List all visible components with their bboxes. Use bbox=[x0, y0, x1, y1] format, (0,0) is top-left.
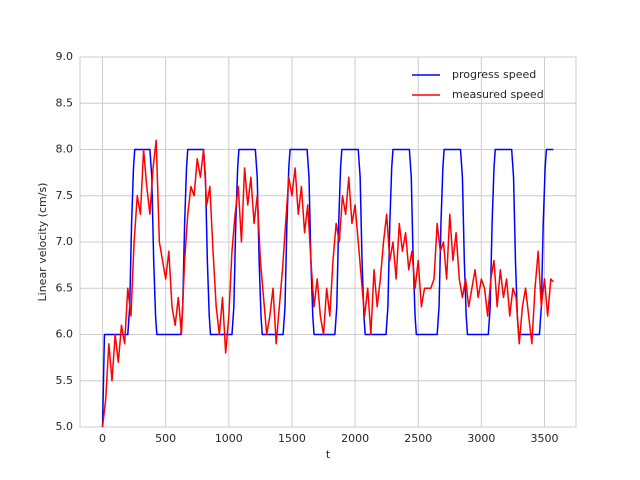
x-axis-label: t bbox=[326, 448, 331, 461]
legend-label: measured speed bbox=[452, 88, 544, 101]
plot-frame bbox=[79, 56, 577, 428]
x-tick-label: 0 bbox=[99, 432, 106, 445]
y-tick-label: 5.5 bbox=[56, 374, 74, 387]
x-tick-label: 500 bbox=[155, 432, 176, 445]
x-tick-label: 3000 bbox=[467, 432, 495, 445]
y-tick-label: 8.5 bbox=[56, 96, 74, 109]
y-tick-label: 9.0 bbox=[56, 50, 74, 63]
data-line bbox=[101, 148, 554, 428]
x-tick-label: 1500 bbox=[278, 432, 306, 445]
x-tick-label: 2500 bbox=[404, 432, 432, 445]
y-axis-label: Linear velocity (cm/s) bbox=[36, 183, 49, 302]
y-tick-label: 6.0 bbox=[56, 328, 74, 341]
y-tick-label: 7.0 bbox=[56, 235, 74, 248]
legend-label: progress speed bbox=[452, 68, 536, 81]
legend: progress speed measured speed bbox=[412, 68, 544, 101]
data-line bbox=[101, 139, 554, 428]
y-tick-label: 6.5 bbox=[56, 281, 74, 294]
y-tick-label: 7.5 bbox=[56, 189, 74, 202]
x-tick-label: 1000 bbox=[215, 432, 243, 445]
y-tick-label: 5.0 bbox=[56, 420, 74, 433]
x-tick-label: 3500 bbox=[530, 432, 558, 445]
y-tick-label: 8.0 bbox=[56, 143, 74, 156]
x-tick-label: 2000 bbox=[341, 432, 369, 445]
